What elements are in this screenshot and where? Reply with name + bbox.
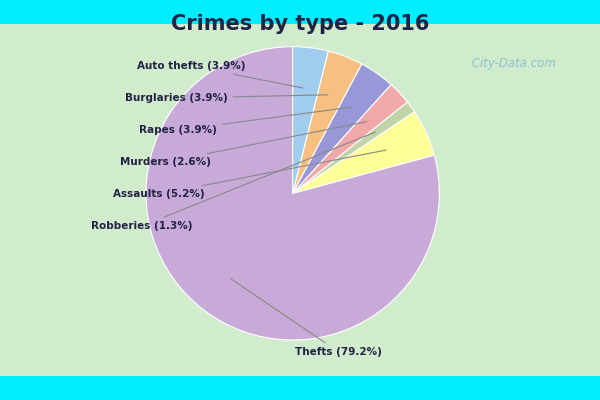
- Text: Rapes (3.9%): Rapes (3.9%): [139, 107, 350, 135]
- Wedge shape: [293, 47, 328, 193]
- Text: Burglaries (3.9%): Burglaries (3.9%): [125, 93, 328, 103]
- Text: Robberies (1.3%): Robberies (1.3%): [91, 132, 376, 231]
- Text: Thefts (79.2%): Thefts (79.2%): [231, 279, 382, 357]
- Wedge shape: [293, 51, 362, 193]
- Wedge shape: [146, 47, 439, 340]
- Text: Assaults (5.2%): Assaults (5.2%): [113, 150, 386, 199]
- Wedge shape: [293, 84, 407, 193]
- Wedge shape: [293, 102, 415, 193]
- Wedge shape: [293, 64, 391, 193]
- Text: Auto thefts (3.9%): Auto thefts (3.9%): [137, 61, 303, 88]
- Text: Murders (2.6%): Murders (2.6%): [121, 122, 367, 167]
- Wedge shape: [293, 112, 434, 193]
- Text: City-Data.com: City-Data.com: [468, 58, 556, 70]
- Text: Crimes by type - 2016: Crimes by type - 2016: [171, 14, 429, 34]
